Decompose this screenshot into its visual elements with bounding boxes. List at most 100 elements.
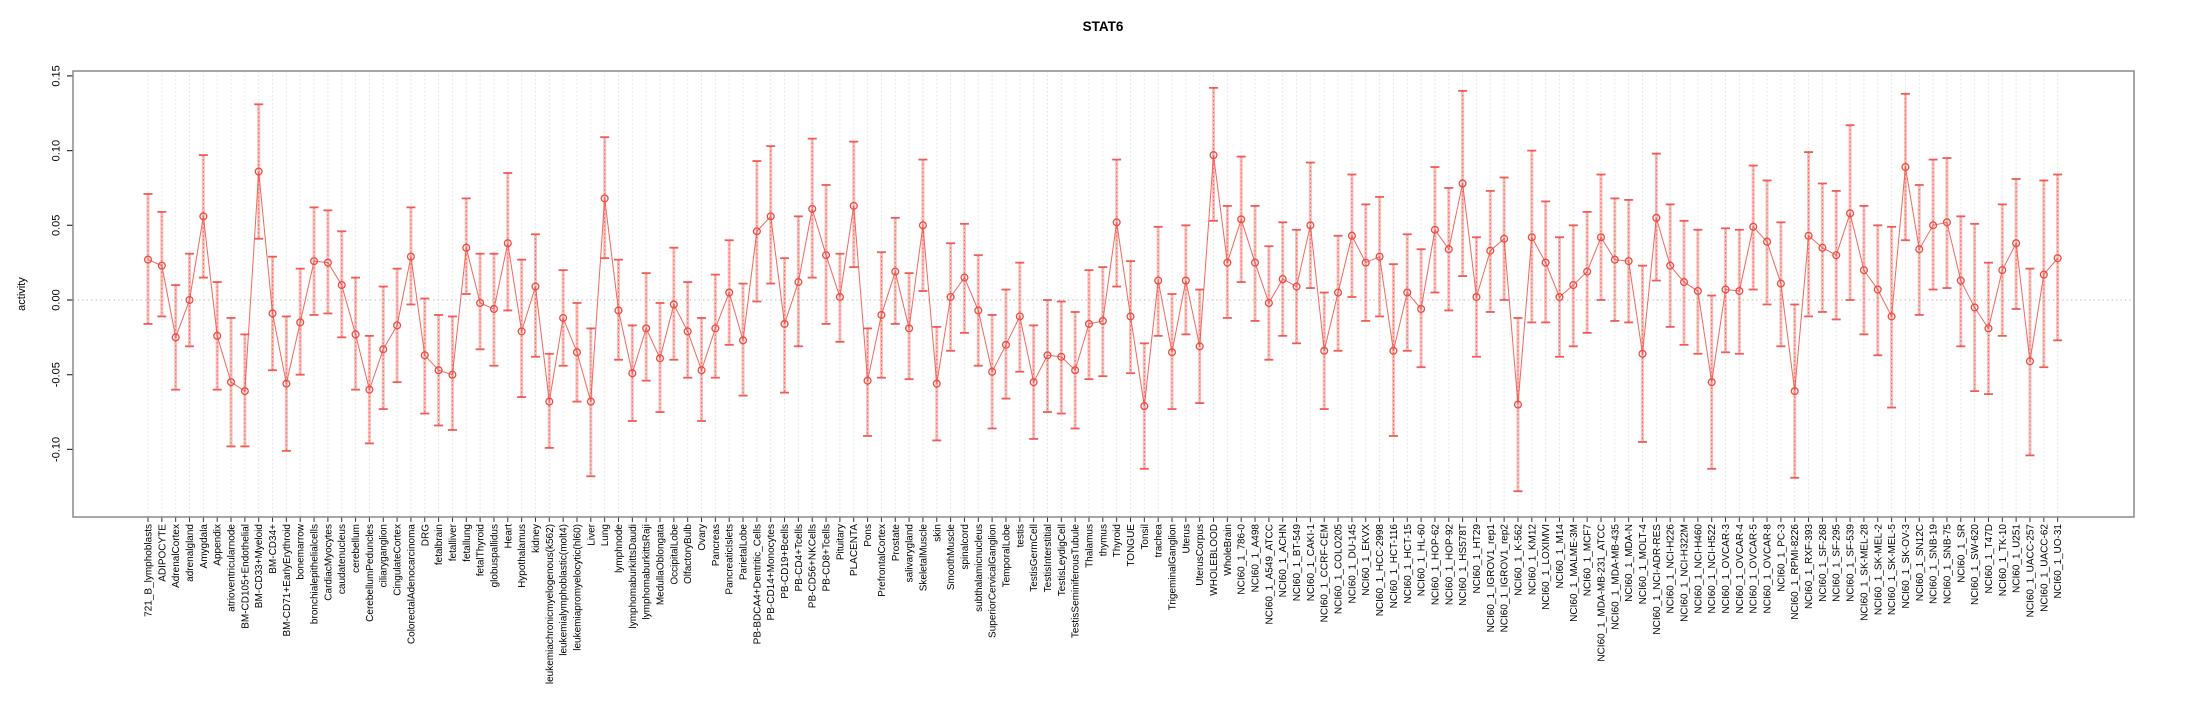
data-point: [1140, 402, 1149, 411]
x-tick-label: CingulateCortex: [393, 524, 404, 596]
data-point: [1112, 218, 1121, 227]
data-point: [1403, 288, 1412, 297]
x-tick-label: NCI60_1_NCI-H460: [1693, 524, 1704, 614]
data-point: [1762, 237, 1772, 246]
x-tick-label: PrefrontalCortex: [877, 524, 888, 597]
x-tick-label: NCI60_1_HS578T: [1458, 524, 1469, 606]
x-tick-label: NCI60_1_K-562: [1513, 524, 1524, 596]
x-tick-label: CardiacMyocytes: [323, 524, 334, 601]
x-tick-label: UterusCorpus: [1195, 524, 1206, 586]
x-tick-label: NCI60_1_IGROV1_rep1: [1486, 524, 1497, 633]
data-point: [1873, 285, 1882, 294]
data-point: [960, 273, 969, 282]
x-tick-label: NCI60_1_HOP-92: [1444, 524, 1455, 606]
data-point: [2012, 239, 2021, 248]
x-tick-label: NCI60_1_MDA-MB-231_ATCC: [1596, 524, 1607, 662]
data-point: [1804, 231, 1813, 240]
data-point: [711, 324, 720, 333]
y-tick-label: 0.15: [51, 65, 63, 86]
data-point: [835, 292, 844, 302]
data-point: [1624, 257, 1633, 266]
x-tick-label: trachea: [1154, 524, 1165, 558]
x-tick-label: PB-CD14+Monocytes: [766, 524, 777, 620]
x-tick-label: CerebellumPeduncles: [365, 524, 376, 622]
x-tick-label: fetalliver: [448, 523, 459, 561]
x-tick-label: NCI60_1_LOXIMVI: [1541, 524, 1552, 610]
x-tick-label: leukemiapromyelocytic(hl60): [572, 524, 583, 651]
x-tick-label: BM-CD33+Myeloid: [254, 524, 265, 608]
data-point: [323, 258, 332, 267]
x-tick-label: NCI60_1_SN12C: [1915, 524, 1926, 601]
data-point: [476, 298, 485, 308]
x-tick-label: kidney: [531, 524, 542, 553]
x-tick-label: NCI60_1_RXF-393: [1804, 524, 1815, 609]
data-point: [752, 227, 761, 236]
data-point: [462, 243, 471, 252]
x-tick-label: subthalamicnucleus: [974, 524, 985, 612]
data-point: [1541, 258, 1550, 267]
x-tick-label: ColorectalAdenocarcinoma: [406, 524, 417, 645]
data-point: [185, 295, 194, 305]
x-tick-label: TestisSeminiferousTubule: [1071, 524, 1082, 639]
x-tick-label: OccipitalLobe: [669, 524, 680, 585]
data-point: [946, 292, 955, 302]
data-point: [822, 251, 831, 260]
data-point: [877, 310, 886, 319]
data-point: [1569, 281, 1578, 290]
x-tick-label: Heart: [503, 524, 514, 549]
data-point: [503, 239, 512, 248]
data-point: [1500, 234, 1509, 243]
data-point: [448, 370, 457, 379]
data-point: [1209, 151, 1218, 160]
data-point: [213, 331, 222, 340]
data-point: [1555, 292, 1564, 302]
x-tick-label: NCI60_1_NCI-H322M: [1680, 524, 1691, 622]
x-tick-label: bronchialepithelialcells: [310, 524, 321, 624]
x-tick-label: lymphnode: [614, 524, 625, 573]
x-tick-label: NCI60_1_SR: [1956, 524, 1967, 583]
data-point: [600, 194, 609, 203]
data-point: [489, 304, 499, 314]
x-tick-label: BM-CD34+: [268, 524, 279, 574]
data-point: [683, 327, 692, 336]
data-point: [1984, 324, 1993, 333]
x-tick-label: fetalbrain: [434, 524, 445, 565]
data-point: [143, 255, 153, 264]
x-tick-label: BM-CD105+Endothelial: [240, 524, 251, 629]
data-point: [1790, 387, 1799, 396]
x-tick-label: spinalcord: [960, 524, 971, 570]
data-point: [1735, 286, 1744, 296]
x-tick-label: NCI60_1_MDA-N: [1624, 524, 1635, 602]
x-tick-label: Uterus: [1181, 524, 1192, 553]
x-tick-label: NCI60_1_CAKI-1: [1306, 524, 1317, 602]
x-tick-label: salivarygland: [905, 524, 916, 582]
data-point: [1043, 351, 1052, 360]
x-tick-label: fetallung: [462, 524, 473, 562]
x-tick-label: TestisLeydigCell: [1057, 524, 1068, 596]
x-tick-label: NCI60_1_MDA-MB-435: [1610, 524, 1621, 630]
x-tick-label: TrigeminalGanglion: [1168, 524, 1179, 610]
x-tick-label: NCI60_1_OVCAR-8: [1763, 524, 1774, 614]
data-point: [1527, 233, 1536, 242]
x-tick-label: Amygdala: [199, 524, 210, 569]
x-tick-label: TONGUE: [1126, 524, 1137, 567]
data-point: [572, 348, 582, 357]
data-point: [891, 267, 900, 276]
x-tick-label: NCI60_1_SNB-19: [1929, 524, 1940, 604]
data-point: [1638, 349, 1647, 358]
data-point: [1361, 258, 1370, 267]
data-point: [642, 324, 651, 333]
x-tick-label: NCI60_1_SK-MEL-2: [1873, 524, 1884, 616]
data-point: [1098, 316, 1107, 325]
x-tick-label: WholeBrain: [1223, 524, 1234, 576]
x-tick-label: NCI60_1_NCI-H522: [1707, 524, 1718, 614]
data-point: [725, 288, 734, 297]
x-tick-label: NCI60_1_HOP-62: [1430, 524, 1441, 606]
x-tick-label: NCI60_1_HL-60: [1417, 524, 1428, 597]
x-tick-label: Pituitary: [835, 524, 846, 560]
data-point: [268, 309, 277, 318]
y-tick-label: -0.05: [51, 362, 63, 387]
x-tick-label: Ovary: [697, 524, 708, 551]
x-tick-label: adrenalgland: [185, 524, 196, 582]
data-point: [669, 300, 678, 309]
